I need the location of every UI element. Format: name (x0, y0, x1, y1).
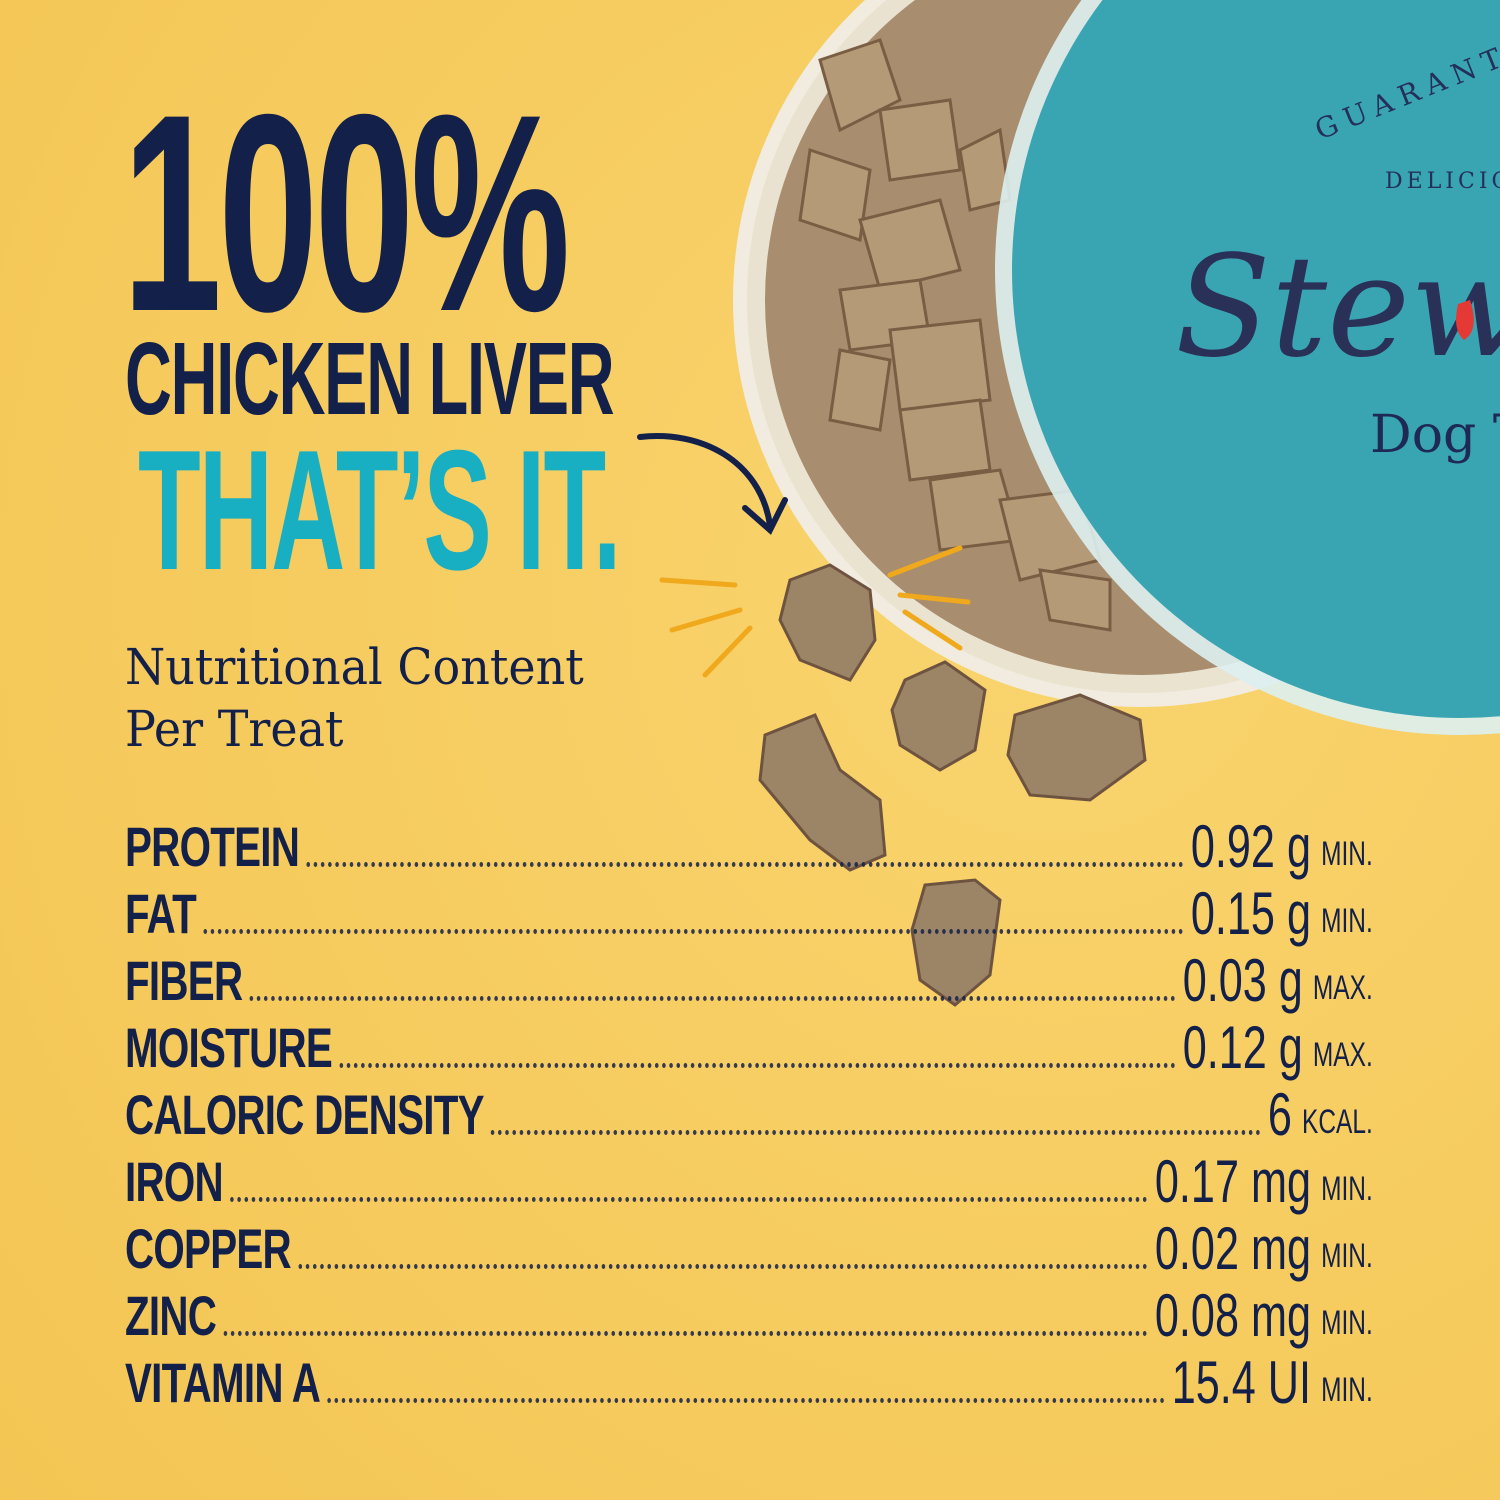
dot-leader (249, 996, 1176, 1001)
arrow-icon (637, 433, 788, 535)
nutrient-label: ZINC (125, 1284, 217, 1347)
nutrient-qualifier: MAX. (1312, 1036, 1373, 1074)
dot-leader (230, 1197, 1148, 1202)
nutrient-value: 0.03 g (1182, 947, 1303, 1014)
nutrient-value: 0.12 g (1182, 1014, 1303, 1081)
falling-treats (758, 563, 1147, 1007)
nutrient-value: 6 (1267, 1081, 1292, 1148)
subheading-line-1: Nutritional Content (125, 638, 584, 696)
nutrient-qualifier: MIN. (1321, 1170, 1373, 1208)
nutrient-qualifier: KCAL. (1302, 1103, 1373, 1141)
treats-in-tub (798, 38, 1112, 632)
tongue-icon (1456, 300, 1474, 340)
nutrient-row: FAT 0.15 g MIN. (125, 875, 1373, 947)
dot-leader (327, 1398, 1165, 1403)
headline-chicken-liver: CHICKEN LIVER (125, 321, 615, 436)
nutrient-label: PROTEIN (125, 815, 300, 878)
nutrient-qualifier: MIN. (1321, 835, 1373, 873)
dot-leader (491, 1130, 1261, 1135)
headline-thats-it: THAT’S IT. (138, 415, 621, 606)
nutrient-qualifier: MIN. (1321, 1237, 1373, 1275)
headline-percent: 100% (122, 56, 570, 370)
nutrient-qualifier: MIN. (1321, 902, 1373, 940)
dot-leader (306, 862, 1184, 867)
nutrient-row: VITAMIN A 15.4 UI MIN. (125, 1344, 1373, 1416)
nutrient-row: FIBER 0.03 g MAX. (125, 942, 1373, 1014)
nutrient-value: 15.4 UI (1171, 1349, 1311, 1416)
dot-leader (223, 1331, 1148, 1336)
nutrition-table: PROTEIN 0.92 g MIN. FAT 0.15 g MIN. FIBER 0.03 … (125, 808, 1373, 1416)
nutrient-row: MOISTURE 0.12 g MAX. (125, 1009, 1373, 1081)
nutrient-value: 0.08 mg (1154, 1282, 1311, 1349)
nutrient-label: COPPER (125, 1217, 292, 1280)
nutrient-value: 0.02 mg (1154, 1215, 1311, 1282)
nutrient-row: IRON 0.17 mg MIN. (125, 1143, 1373, 1215)
nutrient-label: FAT (125, 882, 197, 945)
nutrient-qualifier: MAX. (1312, 969, 1373, 1007)
dot-leader (339, 1063, 1176, 1068)
motion-lines-icon (659, 545, 971, 678)
nutrient-label: MOISTURE (125, 1016, 333, 1079)
nutrient-row: COPPER 0.02 mg MIN. (125, 1210, 1373, 1282)
nutrient-qualifier: MIN. (1321, 1371, 1373, 1409)
nutrient-value: 0.15 g (1190, 880, 1311, 947)
nutrition-subheading: Nutritional Content Per Treat (125, 636, 584, 760)
nutrient-value: 0.17 mg (1154, 1148, 1311, 1215)
lid-brand: Stew (1175, 226, 1500, 389)
nutrient-row: CALORIC DENSITY 6 KCAL. (125, 1076, 1373, 1148)
lid-arc-text-2: DELICIOU (1385, 169, 1500, 194)
dot-leader (298, 1264, 1148, 1269)
nutrient-qualifier: MIN. (1321, 1304, 1373, 1342)
nutrient-label: FIBER (125, 949, 243, 1012)
nutrient-label: VITAMIN A (125, 1351, 321, 1414)
teal-lid: GUARANT DELICIOU Stew Dog T (995, 0, 1500, 735)
nutrient-label: IRON (125, 1150, 224, 1213)
subheading-line-2: Per Treat (125, 700, 344, 758)
nutrient-row: ZINC 0.08 mg MIN. (125, 1277, 1373, 1349)
lid-product: Dog T (1370, 405, 1500, 465)
nutrient-row: PROTEIN 0.92 g MIN. (125, 808, 1373, 880)
nutrient-label: CALORIC DENSITY (125, 1083, 485, 1146)
nutrient-value: 0.92 g (1190, 813, 1311, 880)
dot-leader (203, 929, 1184, 934)
